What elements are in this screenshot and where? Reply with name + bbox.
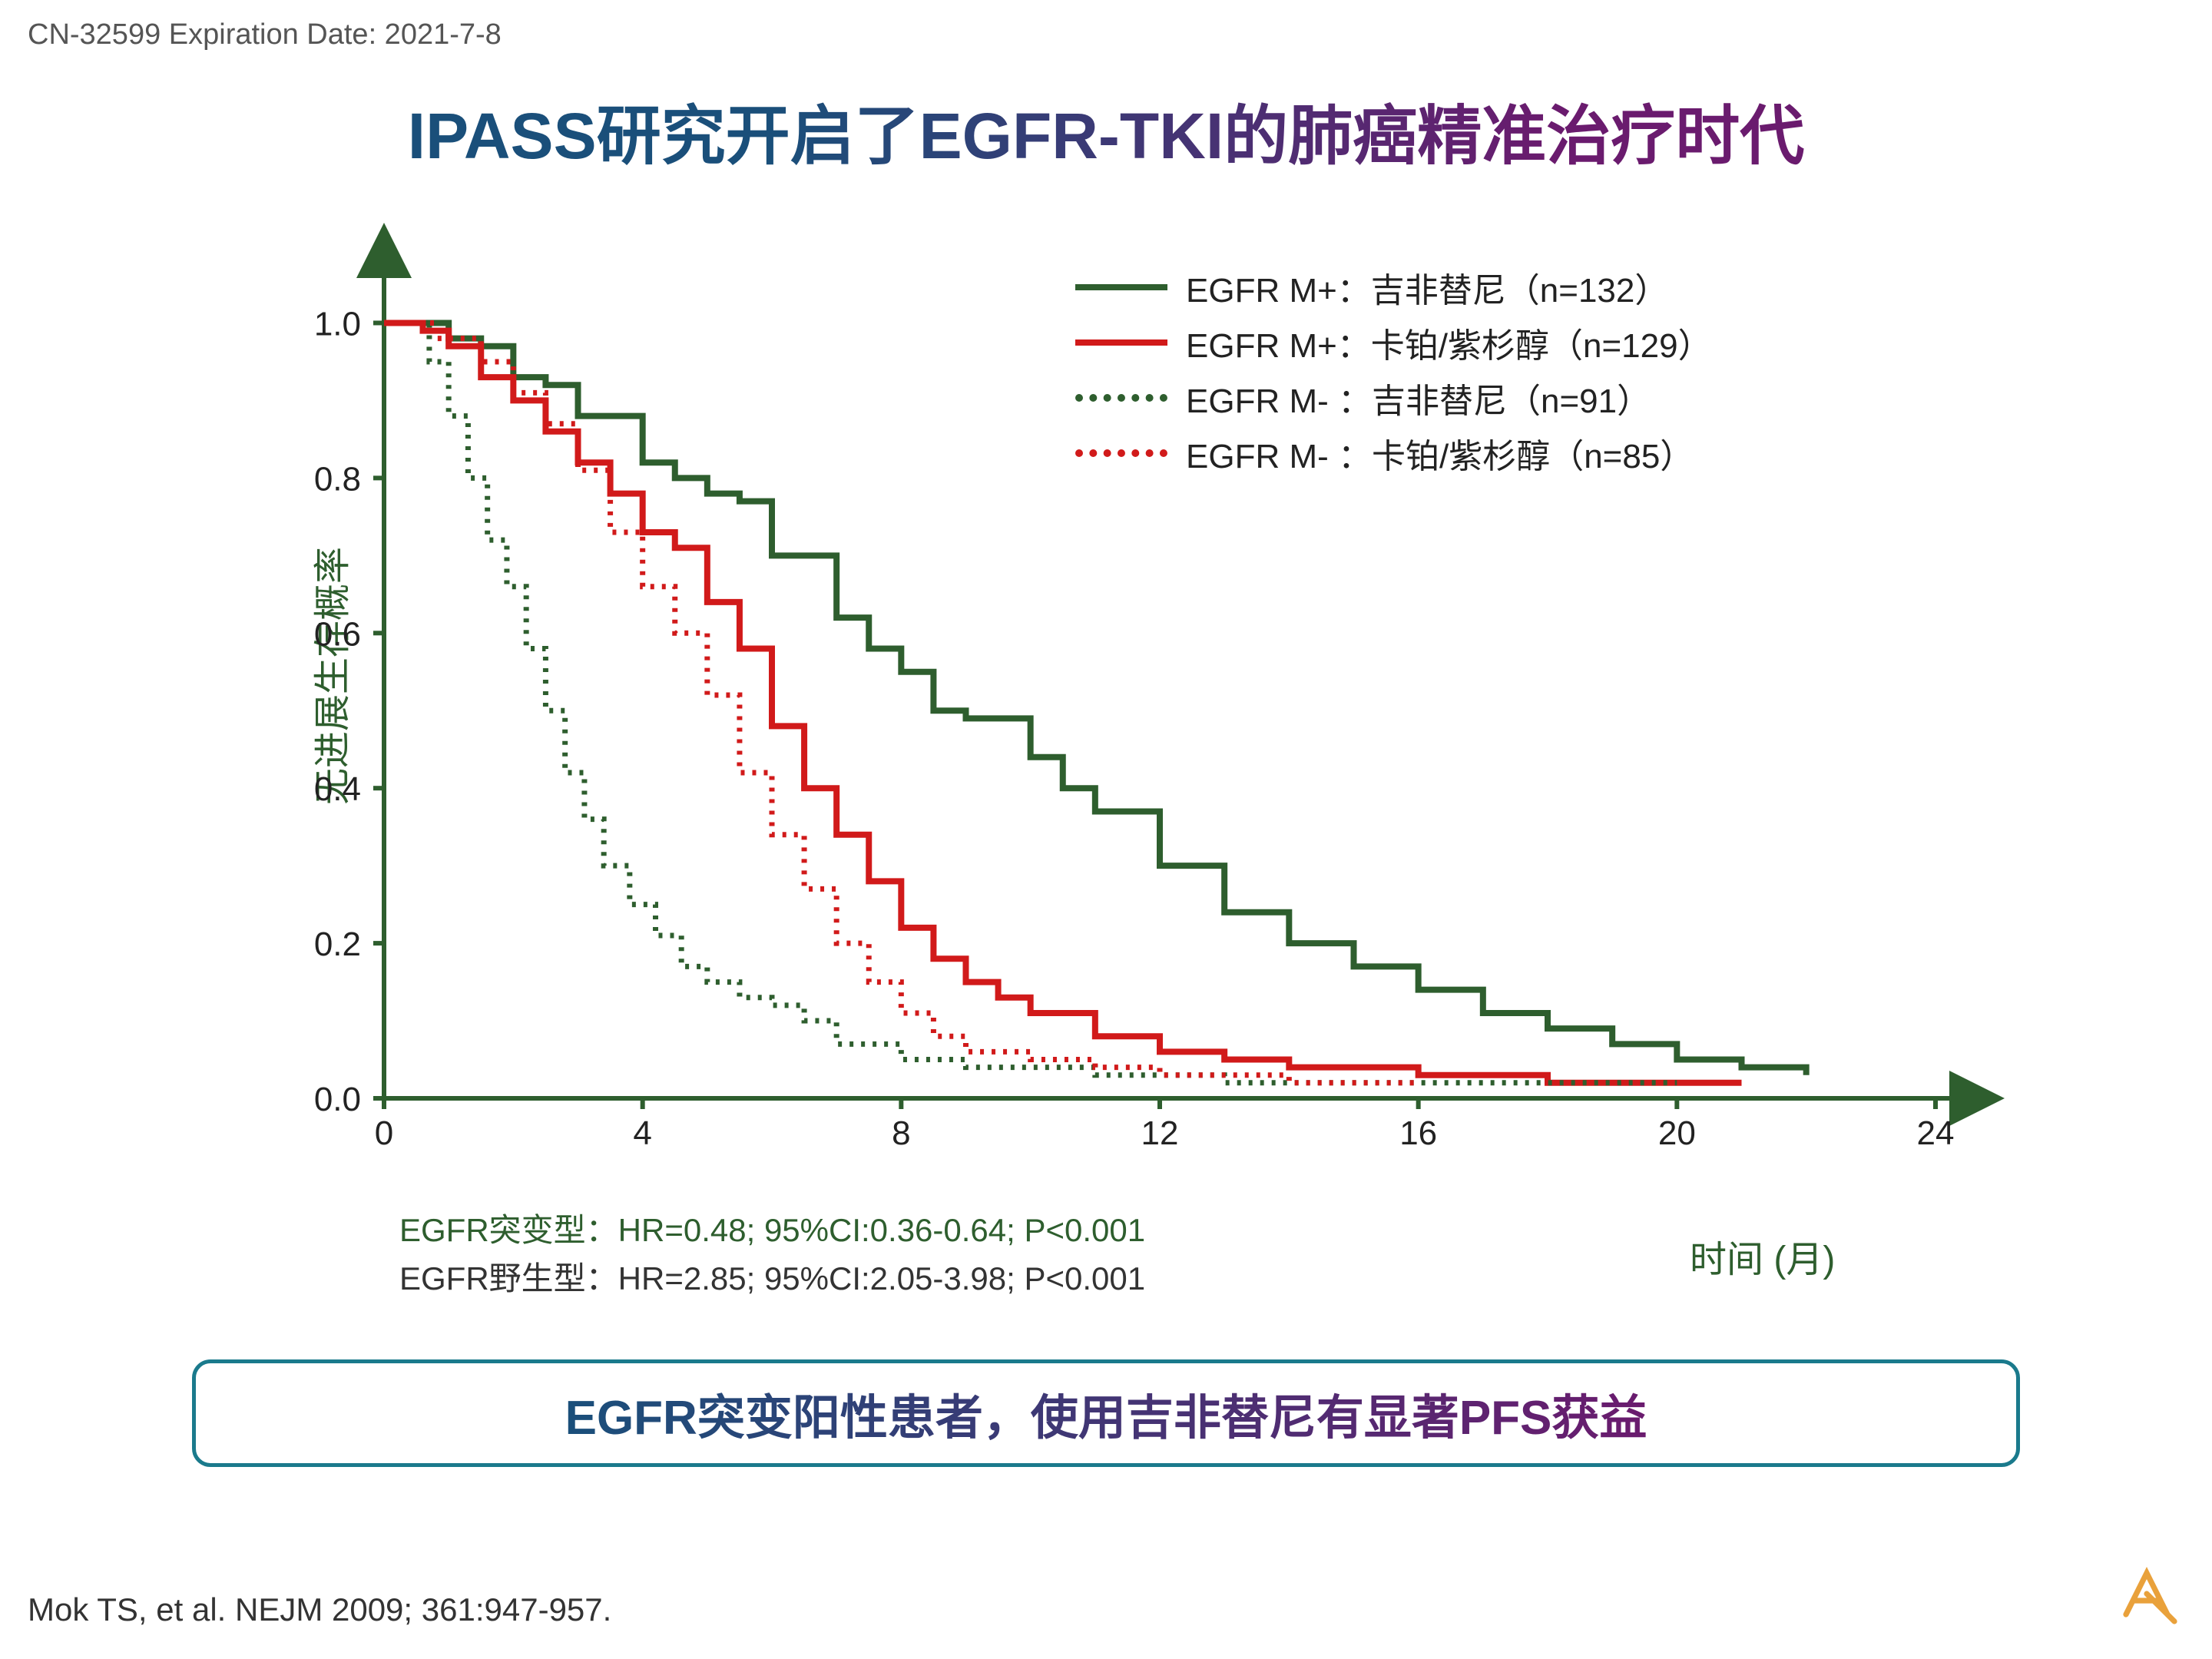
svg-text:0.4: 0.4 [314,770,361,808]
legend-row: EGFR M- ：吉非替尼（n=91） [1075,370,1712,426]
stats-mutant: EGFR突变型：HR=0.48; 95%CI:0.36-0.64; P<0.00… [399,1206,1145,1254]
legend-swatch [1075,339,1167,346]
svg-text:0: 0 [375,1114,393,1152]
svg-text:4: 4 [633,1114,651,1152]
page-title: IPASS研究开启了EGFR-TKI的肺癌精准治疗时代 [0,84,2212,177]
svg-text:24: 24 [1917,1114,1955,1152]
legend-row: EGFR M- ：卡铂/紫杉醇（n=85） [1075,426,1712,481]
legend-label: EGFR M- ：吉非替尼（n=91） [1186,373,1651,422]
slide: CN-32599 Expiration Date: 2021-7-8 IPASS… [0,0,2212,1659]
svg-text:0.2: 0.2 [314,926,361,963]
citation: Mok TS, et al. NEJM 2009; 361:947-957. [28,1591,611,1628]
svg-text:0.0: 0.0 [314,1081,361,1118]
legend-label: EGFR M+：吉非替尼（n=132） [1186,263,1668,312]
conclusion-box: EGFR突变阳性患者，使用吉非替尼有显著PFS获益 [192,1359,2020,1467]
svg-text:20: 20 [1658,1114,1696,1152]
az-logo-icon [2112,1559,2181,1628]
svg-text:0.8: 0.8 [314,460,361,498]
stats-block: EGFR突变型：HR=0.48; 95%CI:0.36-0.64; P<0.00… [399,1206,1145,1303]
legend-label: EGFR M- ：卡铂/紫杉醇（n=85） [1186,429,1694,478]
conclusion-text: EGFR突变阳性患者，使用吉非替尼有显著PFS获益 [565,1379,1647,1448]
legend-swatch [1075,394,1167,402]
svg-text:1.0: 1.0 [314,305,361,343]
header-note: CN-32599 Expiration Date: 2021-7-8 [28,18,502,51]
stats-wild: EGFR野生型：HR=2.85; 95%CI:2.05-3.98; P<0.00… [399,1254,1145,1303]
legend-label: EGFR M+：卡铂/紫杉醇（n=129） [1186,318,1712,367]
legend-row: EGFR M+：吉非替尼（n=132） [1075,260,1712,315]
legend-swatch [1075,284,1167,290]
legend: EGFR M+：吉非替尼（n=132） EGFR M+：卡铂/紫杉醇（n=129）… [1075,260,1712,481]
km-chart: 0.0 0.2 0.4 0.6 0.8 1.0 0 4 8 12 16 20 24 EGFR M+：吉非… [276,253,1997,1175]
legend-row: EGFR M+：卡铂/紫杉醇（n=129） [1075,315,1712,370]
svg-text:0.6: 0.6 [314,615,361,653]
svg-text:16: 16 [1399,1114,1437,1152]
svg-text:8: 8 [892,1114,910,1152]
svg-text:12: 12 [1141,1114,1179,1152]
x-axis-label: 时间 (月) [1690,1229,1835,1283]
legend-swatch [1075,449,1167,457]
